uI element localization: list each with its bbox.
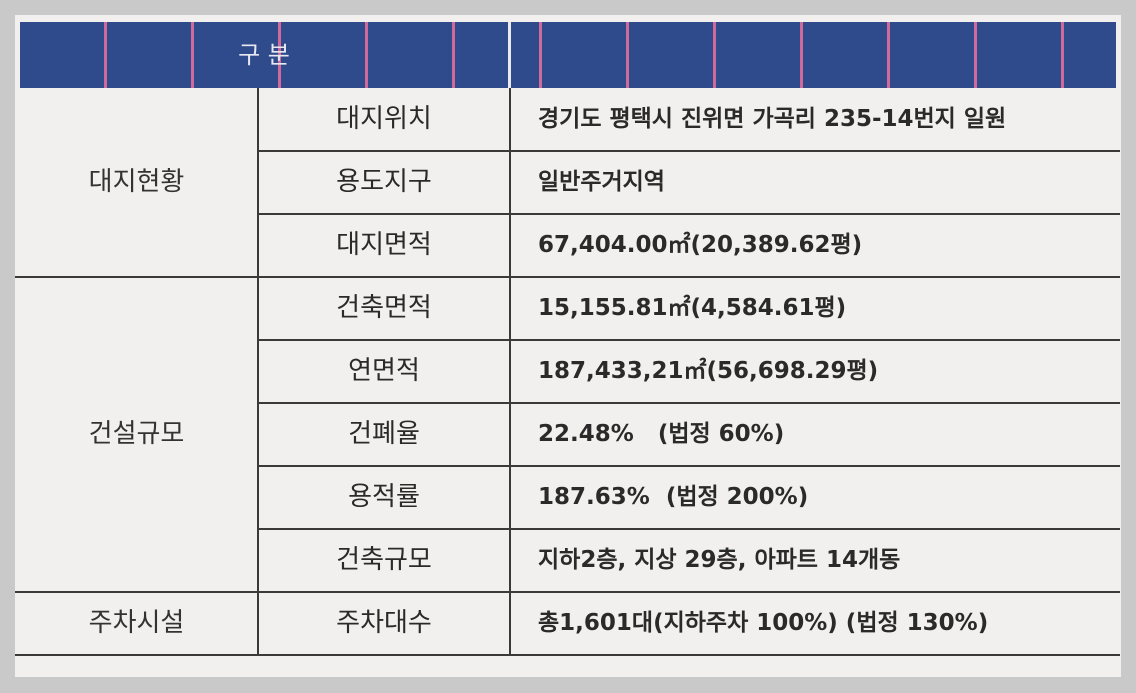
- group-line: [15, 276, 1120, 278]
- group-label: 건설규모: [88, 419, 185, 449]
- item-label: 용도지구: [336, 167, 432, 197]
- item-value: 경기도 평택시 진위면 가곡리 235-14번지 일원: [538, 106, 1007, 132]
- header-divider: [508, 22, 511, 88]
- group-label: 대지현황: [88, 167, 185, 197]
- item-label: 주차대수: [336, 608, 432, 638]
- row-line: [258, 465, 1120, 467]
- row-line: [258, 528, 1120, 530]
- paper: [15, 15, 1121, 677]
- item-label: 연면적: [348, 356, 420, 386]
- item-value: 15,155.81㎡(4,584.61평): [538, 295, 847, 321]
- row-line: [258, 402, 1120, 404]
- item-value: 67,404.00㎡(20,389.62평): [538, 232, 863, 258]
- item-label: 건축면적: [336, 293, 432, 323]
- group-line: [15, 591, 1120, 593]
- item-value: 187,433,21㎡(56,698.29평): [538, 358, 879, 384]
- row-line: [258, 339, 1120, 341]
- header-band: [20, 22, 1116, 88]
- item-value: 187.63% (법정 200%): [538, 484, 809, 510]
- item-label: 대지위치: [336, 104, 432, 134]
- item-value: 지하2층, 지상 29층, 아파트 14개동: [538, 547, 901, 573]
- group-label: 주차시설: [88, 608, 185, 638]
- header-title: 구 분: [238, 41, 290, 69]
- column-line: [509, 88, 511, 655]
- column-line: [257, 88, 259, 655]
- item-value: 일반주거지역: [538, 169, 665, 195]
- item-value: 22.48% (법정 60%): [538, 421, 785, 447]
- row-line: [258, 150, 1120, 152]
- item-label: 대지면적: [336, 230, 432, 260]
- row-line: [258, 213, 1120, 215]
- group-line: [15, 654, 1120, 656]
- item-label: 용적률: [348, 482, 420, 512]
- item-value: 총1,601대(지하주차 100%) (법정 130%): [538, 610, 989, 636]
- item-label: 건폐율: [348, 419, 420, 449]
- item-label: 건축규모: [336, 545, 432, 575]
